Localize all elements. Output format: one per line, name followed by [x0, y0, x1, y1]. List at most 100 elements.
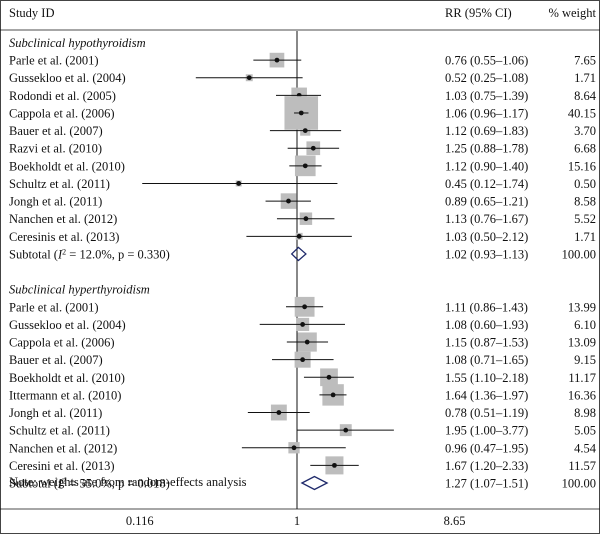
study-ci: 0.45 (0.12–1.74): [445, 177, 528, 191]
study-ci: 1.67 (1.20–2.33): [445, 459, 528, 473]
subtotal-ci: 1.02 (0.93–1.13): [445, 247, 528, 261]
study-ci: 1.03 (0.50–2.12): [445, 230, 528, 244]
point-estimate: [304, 339, 310, 345]
study-weight: 0.50: [574, 177, 596, 191]
study-weight: 8.64: [574, 89, 597, 103]
study-label: Jongh et al. (2011): [9, 195, 102, 209]
x-tick-label: 1: [294, 514, 300, 528]
header-study: Study ID: [9, 6, 55, 20]
point-estimate: [343, 427, 349, 433]
point-estimate: [303, 216, 309, 222]
study-weight: 40.15: [568, 106, 596, 120]
study-weight: 3.70: [574, 124, 596, 138]
point-estimate: [246, 75, 252, 81]
pooled-diamond: [290, 246, 307, 262]
study-label: Schultz et al. (2011): [9, 424, 110, 438]
point-estimate: [300, 357, 306, 363]
study-label: Parle et al. (2001): [9, 300, 99, 314]
point-estimate: [291, 445, 297, 451]
pooled-diamond: [300, 475, 329, 491]
subtotal-label-part: 2: [62, 476, 66, 485]
study-label: Parle et al. (2001): [9, 54, 99, 68]
subtotal-weight: 100.00: [562, 247, 596, 261]
study-label: Rodondi et al. (2005): [9, 89, 116, 103]
point-estimate: [302, 163, 308, 169]
study-label: Gussekloo et al. (2004): [9, 71, 126, 85]
x-tick-label: 0.116: [126, 514, 154, 528]
study-label: Jongh et al. (2011): [9, 406, 102, 420]
subtotal-label: Subtotal (I2 = 55.0%, p = 0.018): [9, 476, 170, 491]
subtotal-ci: 1.27 (1.07–1.51): [445, 477, 528, 491]
subtotal-label-part: I: [57, 247, 63, 261]
study-weight: 8.98: [574, 406, 596, 420]
study-ci: 0.76 (0.55–1.06): [445, 54, 528, 68]
study-weight: 1.71: [574, 71, 596, 85]
study-weight: 9.15: [574, 353, 596, 367]
study-ci: 1.64 (1.36–1.97): [445, 388, 528, 402]
study-weight: 8.58: [574, 195, 596, 209]
study-ci: 1.12 (0.69–1.83): [445, 124, 528, 138]
study-weight: 5.52: [574, 212, 596, 226]
study-weight: 16.36: [568, 388, 596, 402]
point-estimate: [310, 145, 316, 151]
subtotal-label-part: I: [57, 477, 63, 491]
subtotal-label: Subtotal (I2 = 12.0%, p = 0.330): [9, 247, 170, 262]
study-label: Cappola et al. (2006): [9, 336, 115, 350]
study-ci: 1.11 (0.86–1.43): [445, 300, 528, 314]
study-label: Cappola et al. (2006): [9, 106, 115, 120]
point-estimate: [276, 410, 282, 415]
study-label: Razvi et al. (2010): [9, 142, 102, 156]
study-weight: 6.68: [574, 142, 596, 156]
study-ci: 1.13 (0.76–1.67): [445, 212, 528, 226]
point-estimate: [326, 374, 332, 380]
subtotal-label-part: Subtotal (: [9, 477, 58, 491]
study-weight: 4.54: [574, 441, 597, 455]
study-ci: 1.08 (0.60–1.93): [445, 318, 528, 332]
study-label: Gussekloo et al. (2004): [9, 318, 126, 332]
study-ci: 1.25 (0.88–1.78): [445, 142, 528, 156]
study-ci: 1.15 (0.87–1.53): [445, 336, 528, 350]
subtotal-label-part: = 12.0%, p = 0.330): [66, 247, 170, 261]
point-estimate: [296, 233, 302, 239]
study-ci: 0.89 (0.65–1.21): [445, 195, 528, 209]
point-estimate: [286, 198, 291, 204]
header-weight: % weight: [548, 6, 596, 20]
study-label: Boekholdt et al. (2010): [9, 159, 125, 173]
study-label: Ceresinis et al. (2013): [9, 230, 119, 244]
study-ci: 1.12 (0.90–1.40): [445, 159, 528, 173]
point-estimate: [274, 57, 280, 63]
subtotal-label-part: Subtotal (: [9, 247, 58, 261]
study-label: Ittermann et al. (2010): [9, 388, 121, 402]
study-weight: 1.71: [574, 230, 596, 244]
subtotal-label-part: 2: [62, 247, 66, 256]
study-weight: 13.09: [568, 336, 596, 350]
group-title: Subclinical hyperthyroidism: [9, 283, 150, 297]
study-ci: 0.78 (0.51–1.19): [445, 406, 528, 420]
header-effect: RR (95% CI): [445, 6, 512, 20]
point-estimate: [332, 462, 337, 468]
point-estimate: [302, 304, 308, 310]
subtotal-label-part: = 55.0%, p = 0.018): [66, 477, 170, 491]
study-label: Boekholdt et al. (2010): [9, 371, 125, 385]
study-weight: 5.05: [574, 424, 596, 438]
subtotal-weight: 100.00: [562, 477, 596, 491]
study-label: Schultz et al. (2011): [9, 177, 110, 191]
study-label: Nanchen et al. (2012): [9, 441, 117, 455]
point-estimate: [330, 392, 336, 398]
study-label: Ceresini et al. (2013): [9, 459, 115, 473]
study-ci: 1.95 (1.00–3.77): [445, 424, 528, 438]
x-tick-label: 8.65: [444, 514, 466, 528]
study-ci: 0.52 (0.25–1.08): [445, 71, 528, 85]
study-weight: 7.65: [574, 54, 596, 68]
point-estimate: [236, 181, 242, 186]
study-label: Bauer et al. (2007): [9, 353, 103, 367]
study-ci: 1.55 (1.10–2.18): [445, 371, 528, 385]
study-label: Bauer et al. (2007): [9, 124, 103, 138]
study-label: Nanchen et al. (2012): [9, 212, 117, 226]
study-ci: 0.96 (0.47–1.95): [445, 441, 528, 455]
study-weight: 6.10: [574, 318, 596, 332]
footnote: Note: weights are from random-effects an…: [9, 475, 247, 489]
study-weight: 11.17: [568, 371, 596, 385]
